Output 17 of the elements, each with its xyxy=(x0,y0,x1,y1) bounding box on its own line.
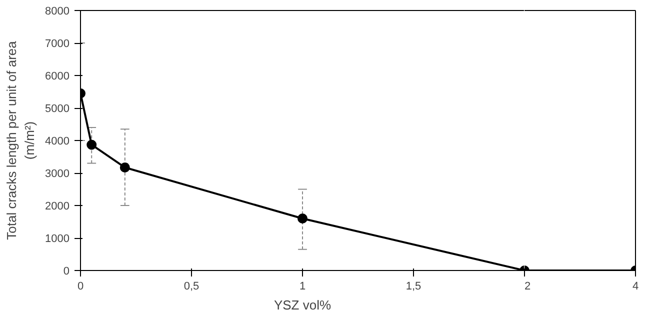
x-tick-label: 4 xyxy=(632,280,639,292)
y-tick-label: 3000 xyxy=(45,168,70,180)
y-tick-label: 4000 xyxy=(45,136,70,148)
y-tick-label: 0 xyxy=(63,266,70,278)
y-tick-label: 1000 xyxy=(45,233,70,245)
y-tick-label: 5000 xyxy=(45,103,70,115)
y-tick-label: 8000 xyxy=(45,6,70,18)
x-tick-label: 0 xyxy=(77,280,84,292)
y-tick-label: 7000 xyxy=(45,38,70,50)
y-tick-label: 6000 xyxy=(45,70,70,82)
y-tick-label: 2000 xyxy=(45,200,70,212)
y-axis-title: Total cracks length per unit of area (m/m²) xyxy=(4,40,38,240)
x-tick-label: 1 xyxy=(299,280,306,292)
x-tick-label: 2 xyxy=(524,280,531,292)
x-axis-title: YSZ vol% xyxy=(274,298,332,312)
x-tick-label: 0,5 xyxy=(184,280,200,292)
x-tick-label: 1,5 xyxy=(406,280,422,292)
